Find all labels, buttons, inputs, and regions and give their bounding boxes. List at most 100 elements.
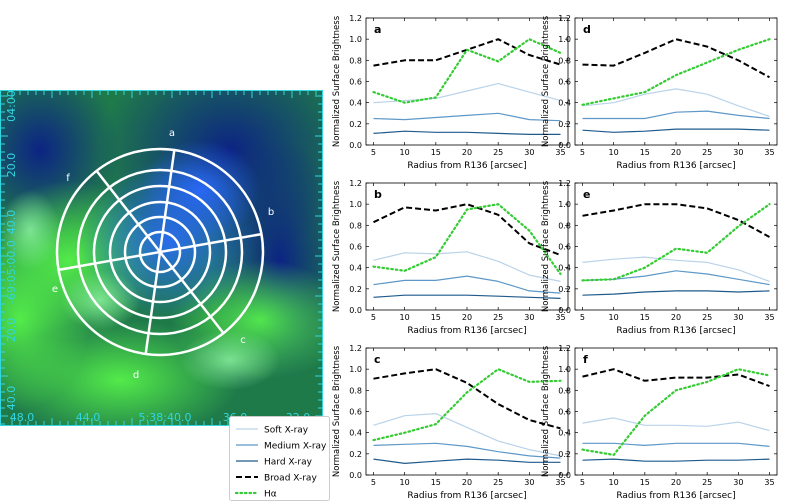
x-tick-label: 15 <box>640 313 650 322</box>
annulus-ring <box>108 200 212 304</box>
x-tick-label: 35 <box>764 313 774 322</box>
x-tick-label: 20 <box>671 148 681 157</box>
y-tick-label: 1.2 <box>558 344 571 353</box>
series-line-h- <box>581 368 771 456</box>
y-tick-label: 0.4 <box>349 429 362 438</box>
legend-label: Medium X-ray <box>264 442 327 452</box>
sector-divider <box>58 250 161 272</box>
y-tick-label: 0.0 <box>558 471 571 480</box>
y-tick-label: 0.6 <box>558 408 571 417</box>
image-frame <box>0 90 323 426</box>
x-tick-label: 25 <box>702 478 712 487</box>
y-tick-label: 0.6 <box>558 78 571 87</box>
annulus-ring <box>92 184 228 320</box>
sector-divider <box>158 149 176 253</box>
x-axis-label: Radius from R136 [arcsec] <box>616 491 735 501</box>
plot-frame <box>574 347 778 476</box>
x-tick-label: 15 <box>640 148 650 157</box>
sector-divider <box>159 232 262 254</box>
y-tick-label: 0.2 <box>558 450 571 459</box>
x-axis-label: Radius from R136 [arcsec] <box>407 491 526 501</box>
series-line-soft-x-ray <box>582 88 770 117</box>
y-axis-label: Normalized Surface Brightness <box>332 180 342 312</box>
x-tick-label: 10 <box>400 148 410 157</box>
series-line-hard-x-ray <box>373 458 561 464</box>
series-line-medium-x-ray <box>373 442 561 459</box>
x-tick-label: 15 <box>431 313 441 322</box>
x-axis-label: Radius from R136 [arcsec] <box>407 161 526 171</box>
x-tick-label: 30 <box>733 313 743 322</box>
chart-panel-a: 0.0 0.2 0.4 0.6 0.8 1.0 1.2 5 10 15 20 25 30 35 Radius… <box>332 14 569 171</box>
x-tick-label: 20 <box>462 148 472 157</box>
region-label-f: f <box>66 173 70 184</box>
sector-divider <box>95 170 161 253</box>
y-tick-label: 0.0 <box>349 471 362 480</box>
x-tick-label: 25 <box>702 313 712 322</box>
annulus-ring <box>123 215 197 289</box>
dec-tick-label: 40.0 <box>5 386 18 411</box>
y-axis-label: Normalized Surface Brightness <box>332 345 342 477</box>
x-tick-label: 25 <box>493 478 503 487</box>
legend: Soft X-ray Medium X-ray Hard X-ray Broad X-… <box>229 416 330 501</box>
y-tick-label: 1.0 <box>558 200 571 209</box>
x-tick-label: 35 <box>764 148 774 157</box>
y-tick-label: 1.2 <box>349 14 362 23</box>
x-tick-label: 25 <box>493 313 503 322</box>
plot-frame <box>365 347 569 476</box>
x-tick-label: 35 <box>555 148 565 157</box>
y-tick-label: 1.0 <box>349 365 362 374</box>
series-line-medium-x-ray <box>582 110 770 120</box>
y-tick-label: 0.4 <box>349 264 362 273</box>
ra-tick-label: 44.0 <box>76 411 101 424</box>
y-tick-label: 0.0 <box>558 306 571 315</box>
y-tick-label: 0.2 <box>349 120 362 129</box>
dec-tick-labels: 04:00 20.0 40.0 -69:05:00.0 20.0 40.0 <box>5 90 18 410</box>
series-line-broad-x-ray <box>582 38 770 79</box>
dec-tick-label: 04:00 <box>5 90 18 122</box>
region-label-a: a <box>169 128 175 139</box>
charts: 0.0 0.2 0.4 0.6 0.8 1.0 1.2 5 10 15 20 25 30 35 Radius… <box>332 14 778 501</box>
region-labels: a b c d e f <box>52 128 274 381</box>
series-line-hard-x-ray <box>373 130 561 135</box>
series-line-soft-x-ray <box>582 417 770 432</box>
x-tick-label: 10 <box>609 148 619 157</box>
y-tick-label: 0.8 <box>558 221 571 230</box>
chart-panel-e: 0.0 0.2 0.4 0.6 0.8 1.0 1.2 5 10 15 20 25 30 35 Radius… <box>541 179 778 336</box>
y-tick-label: 0.8 <box>558 56 571 65</box>
series-line-broad-x-ray <box>373 368 561 430</box>
x-tick-label: 5 <box>580 313 585 322</box>
series-line-h- <box>581 38 771 106</box>
series-line-h- <box>372 203 562 276</box>
y-tick-label: 1.2 <box>558 14 571 23</box>
panel-label: b <box>374 188 382 201</box>
y-tick-label: 0.4 <box>558 264 571 273</box>
sector-divider <box>159 251 225 334</box>
y-tick-label: 0.8 <box>349 221 362 230</box>
panel-label: f <box>583 353 588 366</box>
x-tick-label: 25 <box>493 148 503 157</box>
dec-tick-label: 40.0 <box>5 210 18 235</box>
x-tick-label: 15 <box>431 478 441 487</box>
series-line-broad-x-ray <box>373 203 561 256</box>
x-tick-label: 10 <box>400 478 410 487</box>
y-tick-label: 0.0 <box>349 141 362 150</box>
y-tick-label: 1.0 <box>558 35 571 44</box>
y-tick-label: 0.6 <box>349 78 362 87</box>
x-tick-label: 20 <box>462 478 472 487</box>
x-tick-label: 15 <box>640 478 650 487</box>
sector-divider <box>144 251 162 355</box>
y-tick-label: 0.8 <box>349 56 362 65</box>
chart-panel-f: 0.0 0.2 0.4 0.6 0.8 1.0 1.2 5 10 15 20 25 30 35 Radius… <box>541 344 778 501</box>
y-tick-label: 0.4 <box>558 429 571 438</box>
y-axis-label: Normalized Surface Brightness <box>541 15 551 147</box>
sector-overlay <box>55 147 265 357</box>
y-tick-label: 0.2 <box>349 285 362 294</box>
plot-frame <box>574 17 778 146</box>
legend-label: Hα <box>264 490 277 500</box>
legend-label: Soft X-ray <box>264 426 309 436</box>
y-tick-label: 0.0 <box>558 141 571 150</box>
x-axis-label: Radius from R136 [arcsec] <box>616 326 735 336</box>
x-tick-label: 20 <box>462 313 472 322</box>
x-tick-label: 5 <box>371 313 376 322</box>
legend-label: Broad X-ray <box>264 474 317 484</box>
